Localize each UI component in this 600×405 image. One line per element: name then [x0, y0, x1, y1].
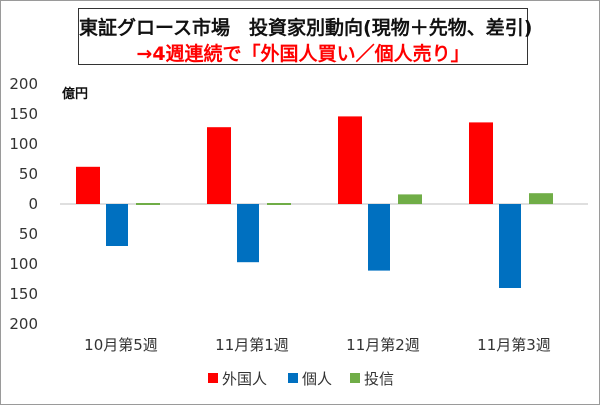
y-tick-label: 50: [19, 165, 38, 183]
x-category-label: 11月第2週: [346, 336, 420, 354]
y-tick-label: 100: [9, 255, 38, 273]
bar-individual: [106, 204, 128, 246]
bar-foreign: [469, 122, 493, 204]
legend-individual-label: 個人: [302, 370, 332, 388]
y-tick-label: 200: [9, 315, 38, 333]
y-tick-label: 0: [28, 195, 38, 213]
bar-trust: [136, 203, 160, 205]
legend-individual-swatch: [288, 373, 298, 383]
bar-foreign: [338, 116, 362, 204]
bar-foreign: [76, 166, 100, 204]
y-tick-label: 100: [9, 135, 38, 153]
title-box: 東証グロース市場 投資家別動向(現物＋先物、差引) →4週連続で「外国人買い／個…: [78, 8, 533, 65]
bar-individual: [499, 204, 521, 288]
bar-individual: [237, 204, 259, 263]
chart-title: 東証グロース市場 投資家別動向(現物＋先物、差引): [79, 17, 533, 39]
legend-foreign-swatch: [208, 373, 218, 383]
y-tick-label: 50: [19, 225, 38, 243]
bar-trust: [267, 203, 291, 205]
bar-trust: [398, 194, 422, 204]
legend-trust-label: 投信: [364, 370, 394, 388]
y-tick-label: 200: [9, 75, 38, 93]
bars: [76, 116, 553, 288]
y-tick-label: 150: [9, 105, 38, 123]
legend: 外国人 個人 投信: [208, 370, 394, 388]
bar-individual: [368, 204, 390, 271]
x-category-label: 10月第5週: [84, 336, 158, 354]
legend-trust-swatch: [350, 373, 360, 383]
chart-subtitle: →4週連続で「外国人買い／個人売り」: [136, 43, 470, 65]
y-tick-label: 150: [9, 285, 38, 303]
legend-foreign-label: 外国人: [222, 370, 267, 388]
y-axis: 200 150 100 50 0 50 100 150 200: [9, 75, 38, 333]
x-category-label: 11月第1週: [215, 336, 289, 354]
bar-trust: [529, 193, 553, 204]
x-axis: 10月第5週 11月第1週 11月第2週 11月第3週: [84, 336, 551, 354]
bar-foreign: [207, 127, 231, 204]
unit-label: 億円: [62, 86, 88, 102]
x-category-label: 11月第3週: [477, 336, 551, 354]
